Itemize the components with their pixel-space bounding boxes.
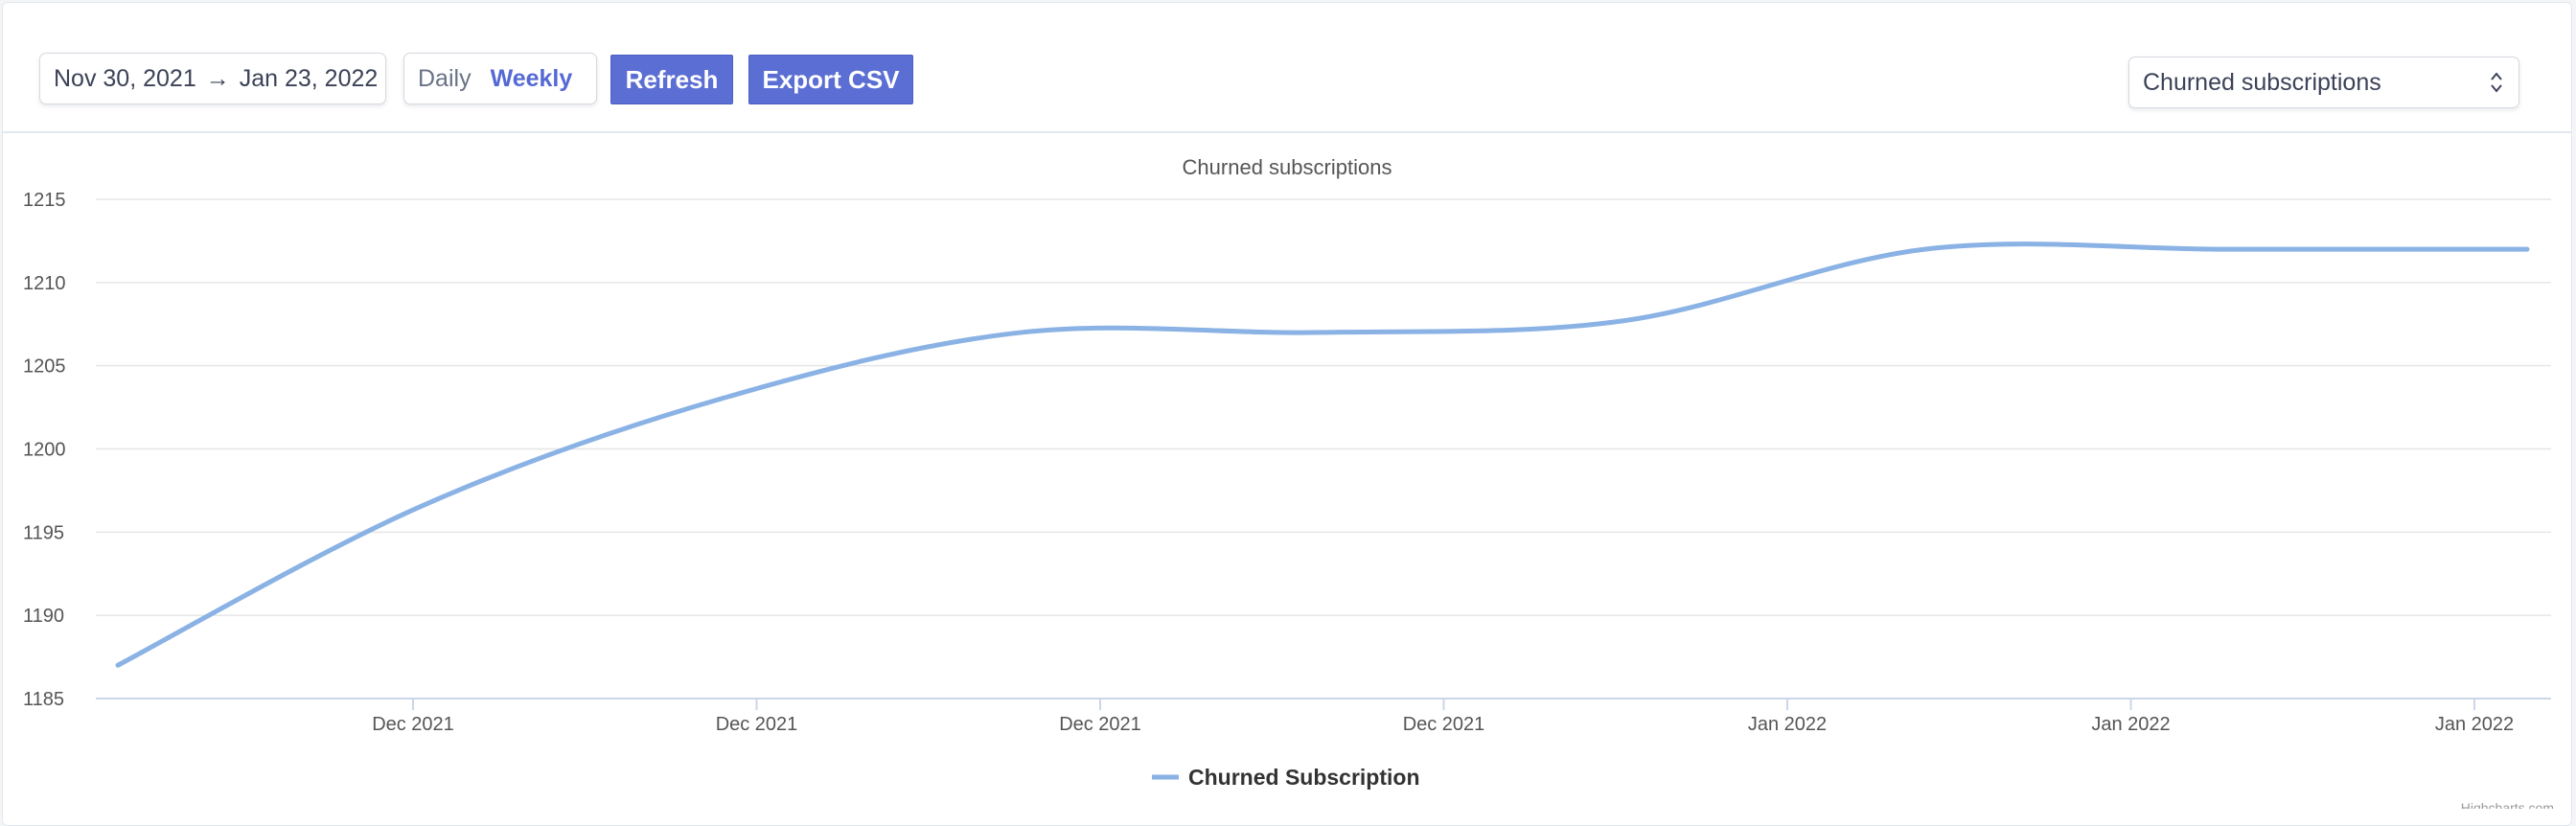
x-tick-label: Jan 2022	[2435, 714, 2514, 735]
x-tick-label: Jan 2022	[1748, 714, 1827, 735]
x-tick-label: Dec 2021	[716, 714, 798, 735]
x-tick-label: Dec 2021	[1059, 714, 1141, 735]
line-chart: Churned subscriptions 1185 1190 1195 1200 120…	[0, 0, 2576, 809]
y-tick-label: 1205	[23, 356, 66, 378]
y-tick-label: 1215	[23, 190, 66, 211]
chart-title: Churned subscriptions	[1183, 155, 1392, 179]
x-tick-label: Jan 2022	[2091, 714, 2170, 735]
chart-credits: Highcharts.com	[2461, 800, 2554, 809]
y-tick-label: 1210	[23, 273, 66, 294]
series-line-churned-subscription	[118, 244, 2527, 666]
legend-item-churned-subscription: Churned Subscription	[1188, 765, 1420, 790]
y-tick-label: 1185	[23, 689, 64, 710]
y-tick-label: 1195	[23, 522, 64, 543]
y-tick-label: 1190	[23, 606, 64, 627]
x-tick-label: Dec 2021	[1403, 714, 1485, 735]
x-tick-label: Dec 2021	[372, 714, 454, 735]
y-tick-label: 1200	[23, 440, 66, 461]
